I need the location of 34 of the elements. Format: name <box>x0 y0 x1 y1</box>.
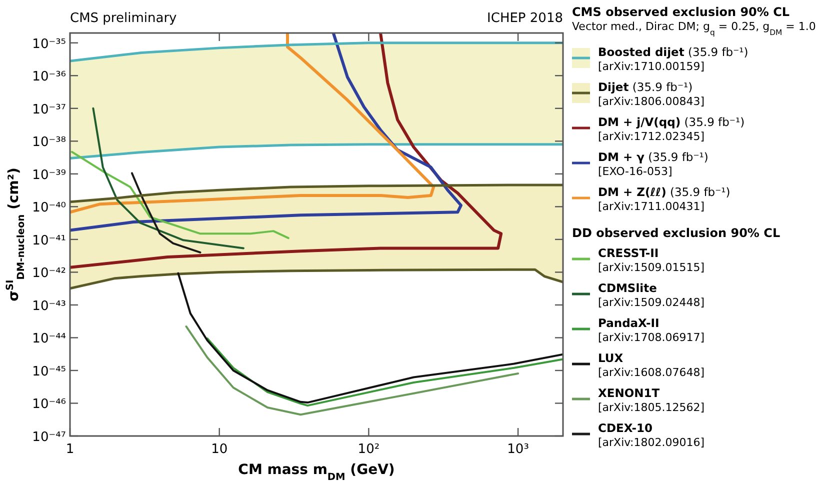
y-tick-label: 10⁻³⁶ <box>32 70 66 85</box>
legend-label: Dijet (35.9 fb⁻¹) [arXiv:1806.00843] <box>598 80 705 108</box>
legend-label: CDEX-10 [arXiv:1802.09016] <box>598 421 705 449</box>
text: ICHEP 2018 <box>487 11 563 26</box>
y-tick-label: 10⁻⁴⁶ <box>32 397 66 412</box>
y-tick-label: 10⁻³⁷ <box>32 102 66 118</box>
chart-title: CMS preliminary <box>70 11 178 26</box>
legend-title: CMS observed exclusion 90% CL <box>572 5 790 19</box>
y-tick-label: 10⁻⁴⁰ <box>32 200 66 216</box>
y-tick-label: 10⁻³⁸ <box>32 135 66 150</box>
x-tick-label: 10³ <box>507 442 529 457</box>
y-tick-label: 10⁻⁴⁴ <box>32 332 66 347</box>
y-tick-label: 10⁻⁴⁷ <box>32 430 66 445</box>
y-tick-label: 10⁻⁴⁵ <box>32 364 66 380</box>
legend-label: DM + Z(ℓℓ) (35.9 fb⁻¹) [arXiv:1711.00431] <box>598 185 730 213</box>
x-axis-title: CM mass m$_{DM}$ (GeV) <box>238 462 395 481</box>
text: DD observed exclusion 90% CL <box>572 226 780 240</box>
x-tick-label: 10² <box>358 442 380 457</box>
text: Vector med., Dirac DM; g$_{q}$ = 0.25, g$_{DM}$ = 1.0 <box>572 20 816 36</box>
legend-label: DM + j/V(qq) (35.9 fb⁻¹) [arXiv:1712.02345] <box>598 115 745 143</box>
legend-label: CDMSlite [arXiv:1509.02448] <box>598 281 705 309</box>
y-tick-label: 10⁻³⁹ <box>32 168 66 183</box>
y-tick-label: 10⁻³⁵ <box>32 36 66 52</box>
y-tick-label: 10⁻⁴² <box>32 266 66 282</box>
x-tick-label: 1 <box>66 442 74 457</box>
legend-label: PandaX-II [arXiv:1708.06917] <box>598 316 705 344</box>
legend-label: CRESST-II [arXiv:1509.01515] <box>598 246 705 274</box>
legend-label: DM + γ (35.9 fb⁻¹) [EXO-16-053] <box>598 150 708 178</box>
legend-label: Boosted dijet (35.9 fb⁻¹) [arXiv:1710.00159] <box>598 45 748 73</box>
x-tick-label: 10 <box>211 442 228 457</box>
y-tick-label: 10⁻⁴³ <box>32 298 66 314</box>
legend-label: XENON1T [arXiv:1805.12562] <box>598 386 705 414</box>
y-tick-label: 10⁻⁴¹ <box>32 233 66 248</box>
legend-label: LUX [arXiv:1608.07648] <box>598 351 705 379</box>
